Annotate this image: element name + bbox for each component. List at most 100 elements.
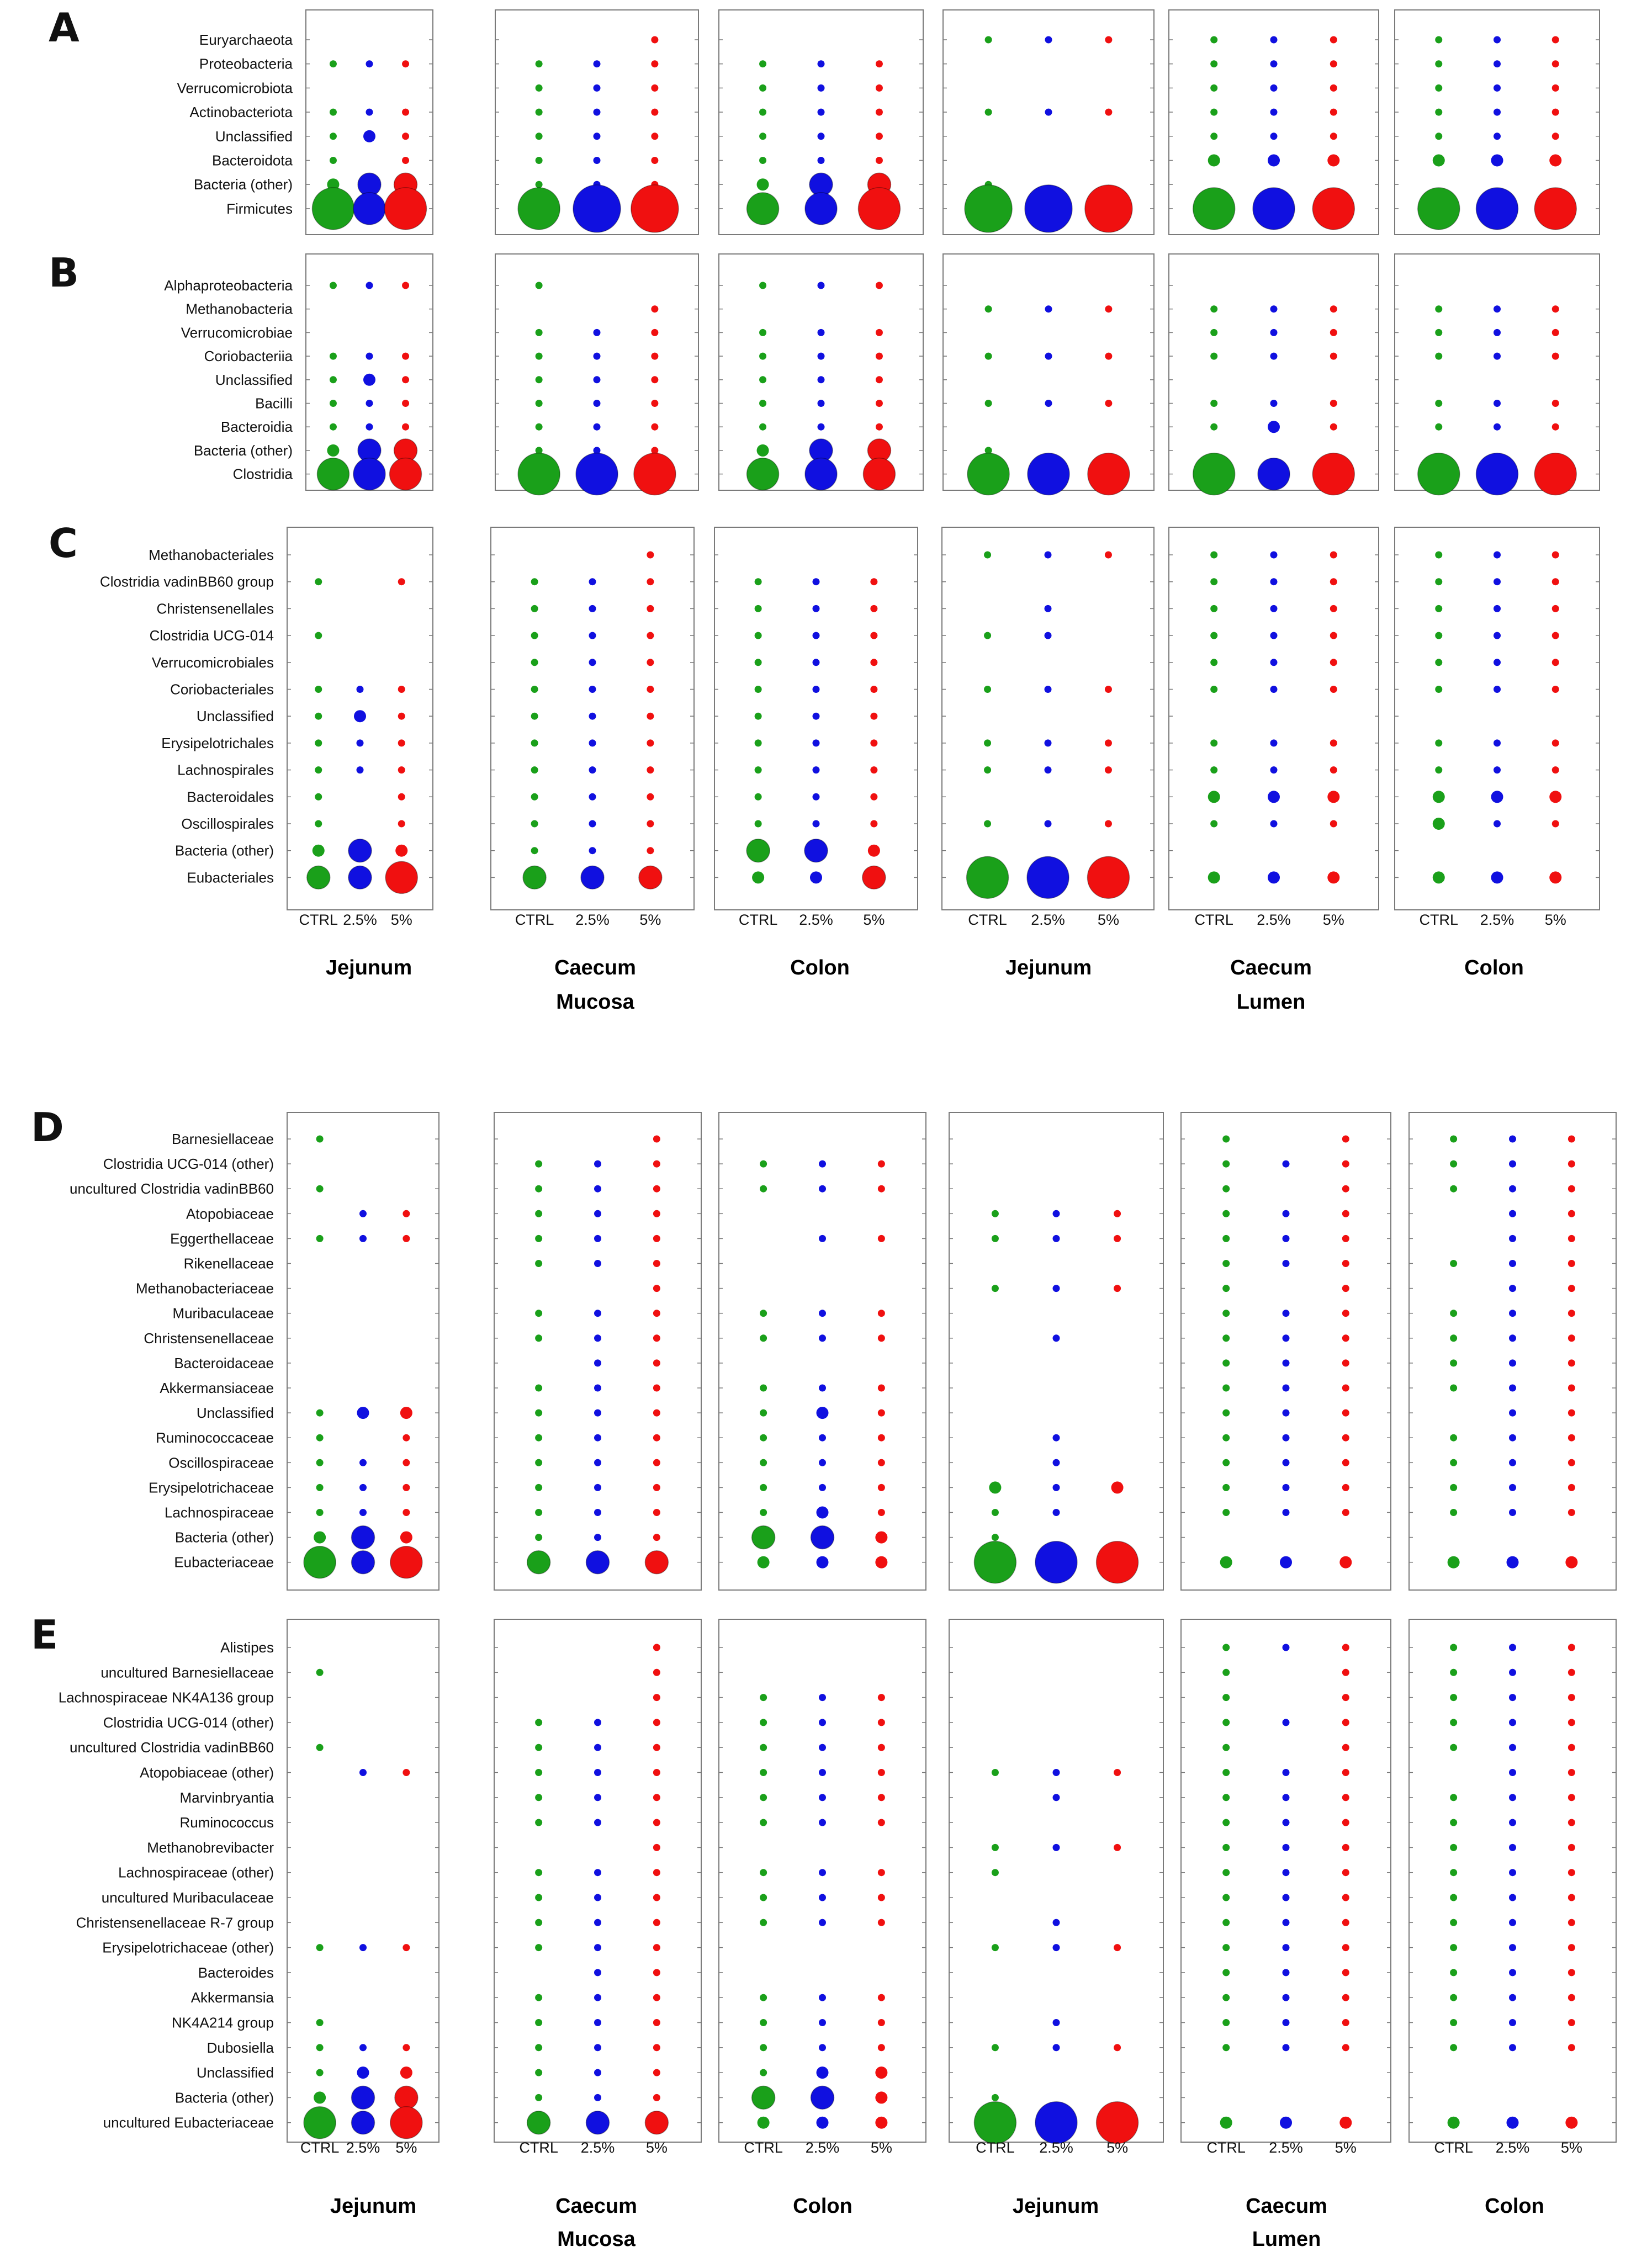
bubble-a-colon-lumen-2-5pct-bacteroidota (1491, 154, 1503, 167)
row-label-a-firmicutes: Firmicutes (226, 200, 293, 217)
bubble-d-caecum-mucosa-5pct-methanobacteriaceae (653, 1285, 660, 1292)
bubble-b-colon-mucosa-5pct-bacilli (875, 400, 883, 407)
bubble-c-colon-mucosa-2-5pct-bacteroidales (812, 793, 820, 801)
bubble-e-caecum-mucosa-ctrl-ruminococcus (535, 1819, 543, 1826)
bubble-d-jejunum-mucosa-ctrl-unclassified (316, 1409, 324, 1417)
bubble-c-caecum-mucosa-5pct-christensenellales (647, 605, 654, 612)
bubble-d-caecum-mucosa-5pct-unclassified (653, 1409, 660, 1417)
bubble-c-colon-lumen-ctrl-lachnospirales (1435, 766, 1443, 774)
bubble-b-colon-lumen-2-5pct-coriobacteriia (1494, 352, 1501, 360)
bubble-b-caecum-lumen-2-5pct-bacilli (1270, 400, 1278, 407)
row-label-c-lachnospirales: Lachnospirales (177, 762, 274, 778)
bubble-a-colon-mucosa-5pct-firmicutes (857, 187, 901, 230)
bubble-e-colon-lumen-5pct-dubosiella (1568, 2044, 1575, 2052)
bubble-c-jejunum-lumen-5pct-methanobacteriales (1104, 551, 1112, 559)
group-label-bottom-lumen: Lumen (1252, 2228, 1321, 2251)
bubble-d-colon-lumen-2-5pct-eggerthellaceae (1509, 1234, 1516, 1242)
bubble-d-caecum-lumen-5pct-oscillospiraceae (1342, 1459, 1349, 1466)
x-tick-label-e-caecum-mucosa-5pct: 5% (646, 2139, 668, 2156)
bubble-d-caecum-mucosa-ctrl-muribaculaceae (535, 1310, 543, 1317)
plot-frame-e-jejunum-lumen (949, 1619, 1164, 2143)
bubble-e-caecum-mucosa-2-5pct-unclassified (594, 2069, 601, 2076)
bubble-a-colon-mucosa-2-5pct-firmicutes (804, 192, 838, 225)
bubble-d-caecum-mucosa-ctrl-unclassified (535, 1409, 543, 1417)
bubble-a-colon-mucosa-ctrl-proteobacteria (759, 60, 767, 68)
bubble-e-colon-mucosa-2-5pct-uncultured-eubacteriaceae (816, 2116, 829, 2129)
bubble-d-colon-lumen-ctrl-muribaculaceae (1450, 1310, 1458, 1317)
bubble-d-jejunum-mucosa-2-5pct-eggerthellaceae (359, 1234, 367, 1242)
bubble-d-jejunum-mucosa-5pct-bacteria-other (400, 1531, 412, 1544)
bubble-d-colon-lumen-5pct-bacteroidaceae (1568, 1359, 1575, 1367)
bubble-e-colon-mucosa-5pct-marvinbryantia (877, 1794, 885, 1801)
bubble-e-caecum-lumen-2-5pct-erysipelotrichaceae-other (1282, 1944, 1290, 1952)
bubble-e-caecum-mucosa-5pct-christensenellaceae-r-7-group (653, 1919, 660, 1926)
bubble-e-caecum-lumen-ctrl-clostridia-ucg-014-other (1222, 1719, 1230, 1726)
row-label-e-christensenellaceae-r-7-group: Christensenellaceae R-7 group (76, 1914, 274, 1931)
bubble-e-caecum-lumen-2-5pct-ruminococcus (1282, 1819, 1290, 1826)
row-label-d-lachnospiraceae: Lachnospiraceae (165, 1504, 274, 1521)
x-tick-label-e-caecum-mucosa-2-5pct: 2.5% (581, 2139, 615, 2156)
bubble-a-caecum-mucosa-ctrl-bacteria-other (535, 181, 543, 188)
bubble-d-jejunum-lumen-ctrl-bacteria-other (991, 1534, 999, 1541)
row-label-e-methanobrevibacter: Methanobrevibacter (147, 1839, 274, 1856)
bubble-a-caecum-mucosa-2-5pct-unclassified (593, 133, 601, 140)
bubble-d-jejunum-mucosa-ctrl-uncultured-clostridia-vadinbb60 (316, 1185, 324, 1193)
row-label-e-uncultured-barnesiellaceae: uncultured Barnesiellaceae (100, 1664, 274, 1681)
bubble-e-colon-lumen-5pct-uncultured-barnesiellaceae (1568, 1668, 1575, 1676)
bubble-b-colon-mucosa-ctrl-clostridia (746, 457, 780, 491)
bubble-e-jejunum-mucosa-5pct-dubosiella (403, 2044, 410, 2052)
row-label-d-eggerthellaceae: Eggerthellaceae (170, 1230, 274, 1247)
bubble-c-colon-lumen-2-5pct-clostridia-ucg-014 (1494, 632, 1501, 639)
bubble-d-colon-lumen-5pct-erysipelotrichaceae (1568, 1483, 1575, 1491)
bubble-c-colon-lumen-ctrl-verrucomicrobiales (1435, 659, 1443, 666)
bubble-d-colon-mucosa-2-5pct-unclassified (816, 1407, 829, 1419)
bubble-d-jejunum-lumen-ctrl-methanobacteriaceae (991, 1285, 999, 1292)
bubble-d-colon-lumen-2-5pct-barnesiellaceae (1509, 1135, 1516, 1143)
bubble-d-caecum-lumen-2-5pct-unclassified (1282, 1409, 1290, 1417)
x-tick-label-c-colon-lumen-5pct: 5% (1545, 912, 1566, 928)
bubble-d-colon-lumen-5pct-methanobacteriaceae (1568, 1285, 1575, 1292)
bubble-e-caecum-lumen-2-5pct-marvinbryantia (1282, 1794, 1290, 1801)
bubble-d-caecum-lumen-2-5pct-oscillospiraceae (1282, 1459, 1290, 1466)
bubble-d-jejunum-mucosa-5pct-atopobiaceae (403, 1210, 410, 1217)
bubble-c-caecum-lumen-ctrl-lachnospirales (1210, 766, 1218, 774)
bubble-e-caecum-lumen-5pct-erysipelotrichaceae-other (1342, 1944, 1349, 1952)
bubble-c-jejunum-lumen-2-5pct-christensenellales (1044, 605, 1052, 612)
bubble-c-jejunum-lumen-2-5pct-lachnospirales (1044, 766, 1052, 774)
bubble-c-caecum-lumen-2-5pct-bacteroidales (1268, 791, 1280, 803)
bubble-b-colon-mucosa-2-5pct-verrucomicrobiae (817, 328, 825, 336)
bubble-c-colon-lumen-2-5pct-oscillospirales (1494, 820, 1501, 828)
bubble-e-colon-lumen-5pct-erysipelotrichaceae-other (1568, 1944, 1575, 1952)
bubble-c-jejunum-mucosa-5pct-oscillospirales (398, 820, 405, 828)
bubble-e-caecum-mucosa-5pct-ruminococcus (653, 1819, 660, 1826)
bubble-a-caecum-mucosa-5pct-firmicutes (631, 184, 679, 233)
bubble-e-caecum-lumen-2-5pct-uncultured-muribaculaceae (1282, 1894, 1290, 1901)
tissue-label-top-caecum-mucosa: Caecum (554, 956, 636, 979)
bubble-e-colon-mucosa-5pct-lachnospiraceae-nk4a136-group (877, 1694, 885, 1702)
bubble-e-jejunum-mucosa-2-5pct-dubosiella (359, 2044, 367, 2052)
bubble-c-caecum-mucosa-ctrl-christensenellales (531, 605, 538, 612)
bubble-c-caecum-lumen-5pct-methanobacteriales (1330, 551, 1337, 559)
bubble-d-caecum-lumen-5pct-clostridia-ucg-014-other (1342, 1160, 1349, 1168)
bubble-b-colon-mucosa-5pct-bacteroidia (875, 423, 883, 431)
bubble-d-jejunum-lumen-2-5pct-christensenellaceae (1052, 1334, 1060, 1342)
bubble-c-colon-mucosa-2-5pct-coriobacteriales (812, 686, 820, 693)
bubble-c-caecum-mucosa-ctrl-lachnospirales (531, 766, 538, 774)
x-tick-label-e-colon-lumen-5pct: 5% (1561, 2139, 1582, 2156)
bubble-b-colon-mucosa-2-5pct-bacilli (817, 400, 825, 407)
bubble-e-colon-lumen-5pct-nk4a214-group (1568, 2019, 1575, 2026)
bubble-e-caecum-lumen-2-5pct-uncultured-eubacteriaceae (1280, 2116, 1292, 2129)
x-tick-label-e-colon-mucosa-ctrl: CTRL (744, 2139, 783, 2156)
bubble-d-caecum-lumen-ctrl-rikenellaceae (1222, 1260, 1230, 1267)
bubble-e-caecum-mucosa-ctrl-uncultured-muribaculaceae (535, 1894, 543, 1901)
bubble-d-caecum-mucosa-ctrl-atopobiaceae (535, 1210, 543, 1217)
bubble-a-colon-lumen-ctrl-unclassified (1435, 133, 1443, 140)
row-label-d-erysipelotrichaceae: Erysipelotrichaceae (149, 1479, 274, 1496)
bubble-a-colon-mucosa-5pct-bacteroidota (875, 157, 883, 164)
row-label-b-bacteria-other: Bacteria (other) (194, 442, 293, 459)
row-label-e-ruminococcus: Ruminococcus (179, 1814, 274, 1831)
bubble-c-jejunum-lumen-5pct-oscillospirales (1104, 820, 1112, 828)
bubble-b-jejunum-lumen-5pct-bacilli (1105, 400, 1113, 407)
bubble-d-colon-lumen-ctrl-rikenellaceae (1450, 1260, 1458, 1267)
bubble-d-caecum-mucosa-2-5pct-uncultured-clostridia-vadinbb60 (594, 1185, 601, 1193)
